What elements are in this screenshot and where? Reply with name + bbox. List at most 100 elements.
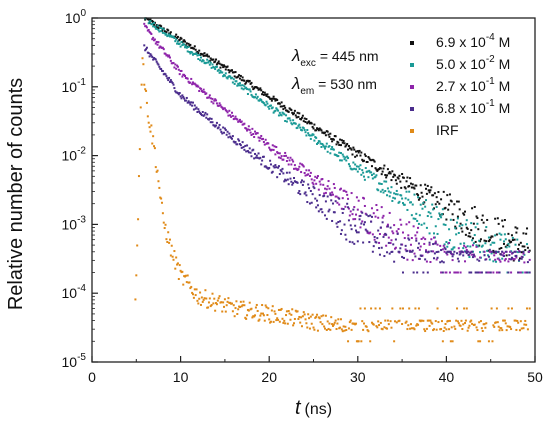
data-point [300, 181, 303, 184]
data-point [420, 254, 423, 257]
data-point [388, 211, 391, 214]
data-point [356, 150, 359, 153]
data-point [200, 296, 203, 299]
data-point [298, 112, 301, 115]
data-point [360, 173, 363, 176]
data-point [415, 239, 418, 242]
data-point [395, 321, 398, 324]
data-point [223, 305, 226, 308]
data-point [459, 242, 462, 245]
data-point [366, 170, 369, 173]
data-point [258, 139, 261, 142]
data-point [291, 183, 294, 186]
data-point [254, 152, 257, 155]
data-point [436, 200, 439, 203]
data-point [292, 324, 295, 327]
data-point [262, 155, 265, 158]
data-point [440, 320, 443, 323]
data-point [505, 254, 508, 257]
data-point [351, 168, 354, 171]
data-point [221, 132, 224, 135]
data-point [380, 183, 383, 185]
data-point [269, 97, 272, 100]
data-point [495, 260, 498, 263]
data-point [338, 151, 341, 154]
data-point [145, 48, 148, 51]
data-point [466, 245, 469, 248]
data-point [238, 84, 241, 87]
data-point [146, 115, 149, 118]
data-point [291, 111, 294, 114]
data-point [386, 187, 389, 190]
data-point [478, 259, 481, 262]
data-point [346, 193, 349, 196]
data-point [423, 222, 426, 225]
data-point [428, 191, 431, 194]
data-point [226, 300, 229, 303]
data-point [189, 52, 192, 55]
data-point [318, 194, 321, 197]
data-point [175, 256, 178, 259]
data-point [231, 135, 234, 138]
data-point [185, 281, 188, 284]
data-point [346, 155, 349, 158]
data-point [248, 147, 251, 150]
data-point [267, 307, 270, 310]
data-point [239, 74, 242, 77]
data-point [446, 194, 449, 197]
data-point [281, 167, 284, 170]
y-tick-label: 10-3 [62, 214, 87, 232]
data-point [324, 191, 327, 194]
data-point [487, 340, 490, 343]
data-point [277, 156, 280, 159]
data-point [230, 76, 233, 79]
data-point [383, 180, 386, 183]
data-point [490, 307, 493, 310]
data-point [255, 154, 258, 157]
data-point [373, 238, 376, 241]
data-point [313, 328, 316, 331]
data-point [303, 172, 306, 174]
data-point [292, 160, 295, 163]
data-point [310, 134, 313, 137]
data-point [152, 21, 155, 24]
data-point [525, 323, 528, 326]
data-point [153, 25, 156, 28]
data-point [397, 201, 400, 204]
data-point [401, 231, 404, 234]
data-point [256, 87, 259, 90]
data-point [391, 230, 394, 233]
data-point [154, 166, 157, 169]
data-point [185, 42, 188, 45]
data-point [180, 40, 183, 43]
data-point [353, 148, 356, 151]
data-point [391, 199, 394, 202]
data-point [262, 314, 265, 317]
data-point [321, 211, 324, 214]
data-point [495, 307, 498, 310]
data-point [150, 124, 153, 127]
data-point [353, 206, 356, 209]
data-point [138, 148, 141, 151]
data-point [259, 156, 262, 159]
data-point [495, 252, 498, 255]
data-point [440, 260, 443, 263]
data-point [316, 313, 319, 316]
data-point [324, 145, 327, 148]
data-point [336, 225, 339, 228]
data-point [341, 197, 344, 200]
data-point [169, 254, 172, 257]
data-point [214, 125, 217, 128]
data-point [409, 243, 412, 246]
data-point [330, 316, 333, 319]
data-point [483, 254, 486, 257]
data-point [287, 310, 290, 313]
data-point [520, 251, 523, 254]
data-point [414, 234, 417, 237]
data-point [477, 340, 480, 343]
data-point [350, 228, 353, 231]
data-point [316, 199, 319, 202]
data-point [469, 320, 472, 323]
data-point [346, 202, 349, 205]
data-point [477, 271, 480, 274]
